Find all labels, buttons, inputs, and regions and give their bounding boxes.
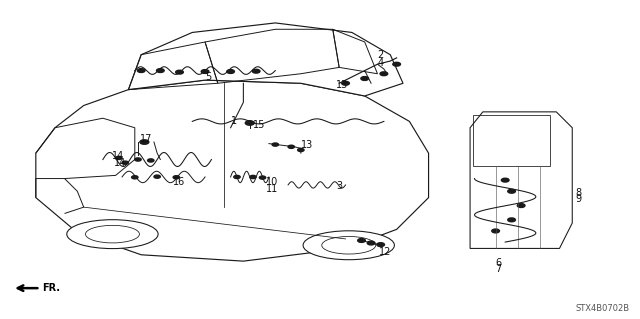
Circle shape: [342, 81, 349, 85]
Circle shape: [116, 156, 122, 160]
Polygon shape: [129, 23, 403, 96]
Text: 13: 13: [336, 80, 348, 90]
Circle shape: [298, 148, 304, 152]
Circle shape: [138, 69, 145, 72]
Polygon shape: [36, 80, 429, 261]
Text: 4: 4: [378, 58, 383, 68]
Circle shape: [272, 143, 278, 146]
Circle shape: [245, 121, 254, 125]
Circle shape: [380, 72, 388, 76]
Circle shape: [250, 175, 256, 179]
Ellipse shape: [67, 220, 158, 249]
Circle shape: [377, 243, 385, 247]
Circle shape: [132, 176, 138, 179]
Circle shape: [252, 69, 260, 73]
Circle shape: [201, 70, 209, 73]
Ellipse shape: [303, 231, 394, 260]
Circle shape: [173, 176, 179, 179]
Text: 10: 10: [266, 177, 278, 187]
Circle shape: [140, 140, 149, 144]
Text: 17: 17: [140, 134, 152, 144]
Circle shape: [508, 189, 515, 193]
Text: 12: 12: [380, 247, 392, 256]
Circle shape: [154, 175, 161, 178]
Text: 11: 11: [266, 184, 278, 194]
Circle shape: [508, 218, 515, 222]
Text: 15: 15: [253, 120, 266, 130]
Text: 14: 14: [115, 158, 127, 168]
Circle shape: [148, 159, 154, 162]
Circle shape: [227, 70, 234, 73]
Text: 6: 6: [495, 258, 502, 268]
Circle shape: [135, 158, 141, 161]
Text: 2: 2: [378, 50, 384, 60]
Circle shape: [501, 178, 509, 182]
Circle shape: [367, 241, 375, 245]
Circle shape: [157, 69, 164, 72]
Circle shape: [517, 204, 525, 207]
Text: STX4B0702B: STX4B0702B: [575, 304, 630, 313]
Text: 1: 1: [230, 116, 237, 126]
Circle shape: [122, 161, 129, 164]
Polygon shape: [470, 112, 572, 249]
Circle shape: [358, 239, 365, 242]
Circle shape: [288, 145, 294, 148]
Circle shape: [234, 175, 240, 179]
Text: 14: 14: [113, 151, 125, 161]
Circle shape: [175, 70, 183, 74]
Text: FR.: FR.: [42, 283, 60, 293]
Circle shape: [361, 77, 369, 80]
Circle shape: [393, 62, 401, 66]
Text: 8: 8: [575, 188, 582, 198]
Text: 7: 7: [495, 264, 502, 274]
Text: 13: 13: [301, 140, 313, 150]
Text: 9: 9: [575, 194, 582, 204]
Text: 16: 16: [173, 177, 186, 187]
Circle shape: [259, 176, 266, 179]
Text: 5: 5: [205, 72, 211, 82]
Text: 3: 3: [336, 182, 342, 191]
Circle shape: [492, 229, 499, 233]
